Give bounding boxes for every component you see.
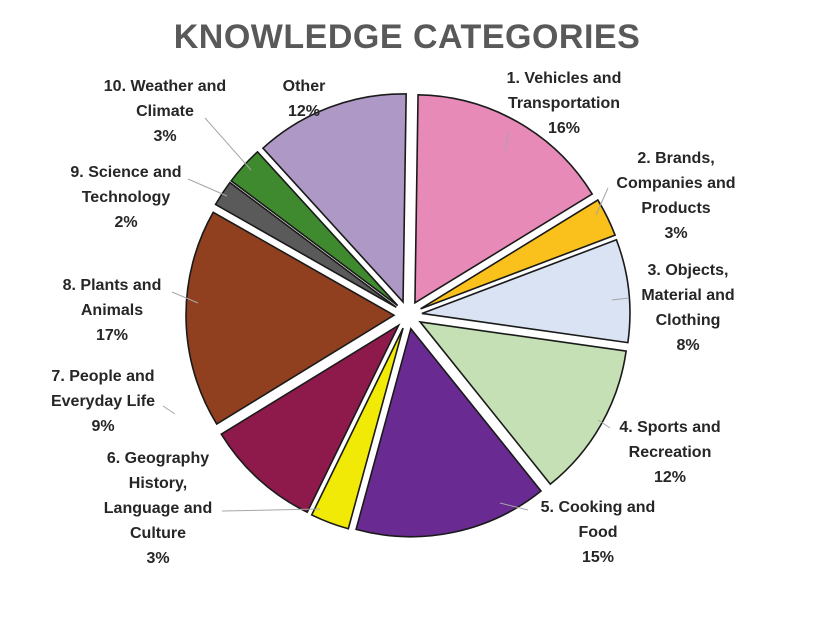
data-label-2-brands-companies-and-products: 2. Brands, Companies and Products 3% <box>616 150 735 242</box>
data-label-other: Other 12% <box>283 78 326 120</box>
pie-slice-5-cooking-and-food <box>355 326 543 538</box>
chart-title: KNOWLEDGE CATEGORIES <box>173 18 641 56</box>
category-label-line: Transportation <box>508 95 620 112</box>
percent-label: 15% <box>582 549 614 566</box>
percent-label: 12% <box>288 103 320 120</box>
data-label-1-vehicles-and-transportation: 1. Vehicles and Transportation 16% <box>507 70 622 137</box>
category-label-line: Technology <box>82 189 171 206</box>
percent-label: 3% <box>664 225 687 242</box>
category-label-line: Climate <box>136 103 194 120</box>
pie-slice-9-science-and-technology <box>214 181 397 309</box>
data-label-4-sports-and-recreation: 4. Sports and Recreation 12% <box>619 419 720 486</box>
category-label-line: 10. Weather and <box>104 78 226 95</box>
pie-slice-other <box>261 93 407 304</box>
category-label-line: Language and <box>104 500 212 517</box>
category-label-line: Everyday Life <box>51 393 155 410</box>
leader-line <box>162 405 176 415</box>
percent-label: 2% <box>114 214 137 231</box>
leader-line <box>499 502 529 511</box>
data-label-9-science-and-technology: 9. Science and Technology 2% <box>70 164 181 231</box>
percent-label: 17% <box>96 327 128 344</box>
category-label-line: Material and <box>641 287 734 304</box>
category-label-line: Food <box>578 524 617 541</box>
pie-slice-4-sports-and-recreation <box>418 320 628 486</box>
category-label-line: 2. Brands, <box>637 150 714 167</box>
category-label-line: Recreation <box>629 444 712 461</box>
leader-line <box>597 419 611 429</box>
leader-line <box>221 508 321 512</box>
pie-slice-7-people-and-everyday-life <box>220 323 401 514</box>
percent-label: 12% <box>654 469 686 486</box>
leader-line <box>611 297 630 301</box>
percent-label: 3% <box>153 128 176 145</box>
leader-line <box>204 117 252 171</box>
category-label-line: Companies and <box>616 175 735 192</box>
pie-slice-8-plants-and-animals <box>185 211 396 426</box>
category-label-line: 5. Cooking and <box>541 499 656 516</box>
category-label-line: 1. Vehicles and <box>507 70 622 87</box>
category-label-line: Culture <box>130 525 186 542</box>
pie-slice-6-geography-history-language-and-culture <box>310 327 404 530</box>
category-label-line: Clothing <box>656 312 721 329</box>
category-label-line: 9. Science and <box>70 164 181 181</box>
data-label-10-weather-and-climate: 10. Weather and Climate 3% <box>104 78 226 145</box>
category-label-line: Other <box>283 78 326 95</box>
percent-label: 8% <box>676 337 699 354</box>
percent-label: 9% <box>91 418 114 435</box>
category-label-line: 3. Objects, <box>648 262 729 279</box>
category-label-line: 6. Geography <box>107 450 209 467</box>
pie-slice-10-weather-and-climate <box>230 150 399 307</box>
pie-slice-2-brands-companies-and-products <box>420 198 617 310</box>
percent-label: 16% <box>548 120 580 137</box>
category-label-line: 7. People and <box>51 368 154 385</box>
category-label-line: Products <box>641 200 710 217</box>
category-label-line: Animals <box>81 302 143 319</box>
leader-line <box>595 187 609 216</box>
category-label-line: 8. Plants and <box>63 277 162 294</box>
data-label-6-geography-history-language-and-culture: 6. Geography History, Language and Culture 3… <box>104 450 212 567</box>
leader-line <box>504 131 510 151</box>
data-label-8-plants-and-animals: 8. Plants and Animals 17% <box>63 277 162 344</box>
data-label-3-objects-material-and-clothing: 3. Objects, Material and Clothing 8% <box>641 262 734 354</box>
percent-label: 3% <box>146 550 169 567</box>
leader-line <box>187 178 228 197</box>
data-label-5-cooking-and-food: 5. Cooking and Food 15% <box>541 499 656 566</box>
category-label-line: History, <box>129 475 187 492</box>
category-label-line: 4. Sports and <box>619 419 720 436</box>
leader-line <box>171 291 199 304</box>
pie-slice-1-vehicles-and-transportation <box>414 94 594 305</box>
data-label-7-people-and-everyday-life: 7. People and Everyday Life 9% <box>51 368 155 435</box>
pie-slice-3-objects-material-and-clothing <box>421 238 631 344</box>
